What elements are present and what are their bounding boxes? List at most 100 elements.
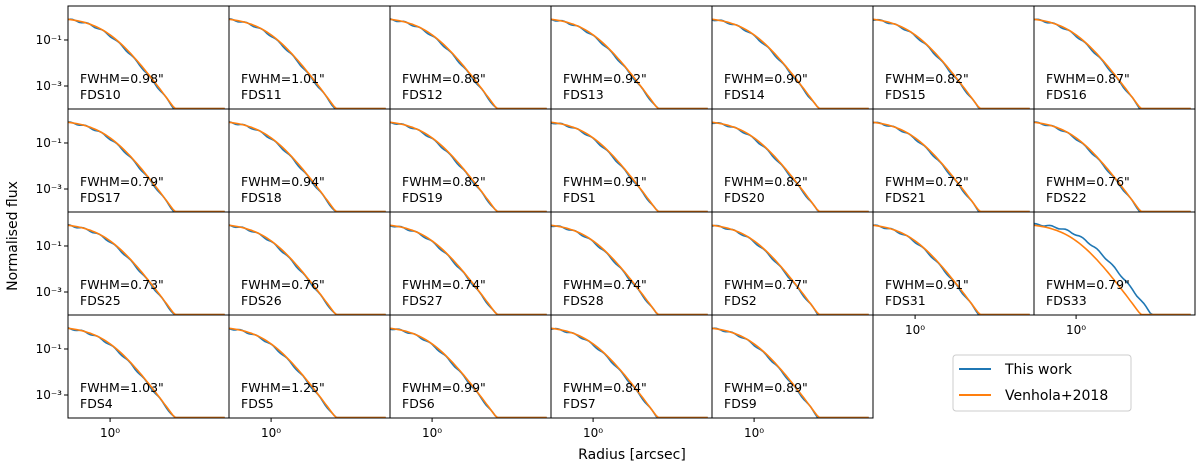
field-name-label: FDS5 (241, 396, 274, 411)
panel-fds22: FWHM=0.76"FDS22 (1033, 108, 1196, 213)
y-tick-label: 10⁻³ (36, 182, 63, 196)
fwhm-label: FWHM=0.87" (1046, 71, 1130, 86)
x-tick-label: 10⁰ (100, 426, 120, 440)
panel-fds17: 10⁻¹ 10⁻³ FWHM=0.79"FDS17 (36, 108, 230, 213)
field-name-label: FDS31 (885, 293, 926, 308)
panel-fds6: 10⁰ FWHM=0.99"FDS6 (389, 314, 552, 440)
fwhm-label: FWHM=0.98" (80, 71, 164, 86)
field-name-label: FDS18 (241, 190, 282, 205)
panel-fds13: FWHM=0.92"FDS13 (550, 5, 713, 110)
y-axis-label: Normalised flux (5, 181, 21, 291)
fwhm-label: FWHM=0.89" (724, 380, 808, 395)
field-name-label: FDS14 (724, 87, 765, 102)
x-tick-label: 10⁰ (905, 323, 925, 337)
x-tick-label: 10⁰ (744, 426, 764, 440)
fwhm-label: FWHM=0.79" (80, 174, 164, 189)
panel-fds11: FWHM=1.01"FDS11 (228, 5, 391, 110)
fwhm-label: FWHM=0.92" (563, 71, 647, 86)
x-tick-label: 10⁰ (583, 426, 603, 440)
field-name-label: FDS9 (724, 396, 757, 411)
panel-fds5: 10⁰ FWHM=1.25"FDS5 (228, 314, 391, 440)
field-name-label: FDS11 (241, 87, 282, 102)
panel-fds15: FWHM=0.82"FDS15 (872, 5, 1035, 110)
field-name-label: FDS19 (402, 190, 443, 205)
y-tick-label: 10⁻¹ (36, 136, 63, 150)
fwhm-label: FWHM=1.01" (241, 71, 325, 86)
fwhm-label: FWHM=0.94" (241, 174, 325, 189)
field-name-label: FDS28 (563, 293, 604, 308)
legend-label-this-work: This work (1004, 362, 1073, 378)
fwhm-label: FWHM=0.88" (402, 71, 486, 86)
fwhm-label: FWHM=0.74" (402, 277, 486, 292)
fwhm-label: FWHM=0.82" (724, 174, 808, 189)
x-tick-label: 10⁰ (422, 426, 442, 440)
panel-fds4: 10⁻¹ 10⁻³ 10⁰ FWHM=1.03"FDS4 (36, 314, 230, 440)
field-name-label: FDS27 (402, 293, 443, 308)
panel-fds1: FWHM=0.91"FDS1 (550, 108, 713, 213)
fwhm-label: FWHM=1.03" (80, 380, 164, 395)
panel-fds9: 10⁰ FWHM=0.89"FDS9 (711, 314, 874, 440)
y-tick-label: 10⁻¹ (36, 239, 63, 253)
legend-label-venhola: Venhola+2018 (1005, 388, 1108, 404)
panel-fds27: FWHM=0.74"FDS27 (389, 211, 552, 316)
field-name-label: FDS4 (80, 396, 113, 411)
field-name-label: FDS7 (563, 396, 596, 411)
field-name-label: FDS33 (1046, 293, 1087, 308)
fwhm-label: FWHM=0.76" (241, 277, 325, 292)
panel-fds33: 10⁰ FWHM=0.79"FDS33 (1033, 211, 1196, 337)
y-tick-label: 10⁻³ (36, 79, 63, 93)
y-tick-label: 10⁻³ (36, 388, 63, 402)
panel-fds25: 10⁻¹ 10⁻³ FWHM=0.73"FDS25 (36, 211, 230, 316)
y-tick-label: 10⁻¹ (36, 342, 63, 356)
panel-frame (1033, 211, 1196, 316)
legend-frame (952, 354, 1132, 412)
fwhm-label: FWHM=0.91" (563, 174, 647, 189)
field-name-label: FDS1 (563, 190, 596, 205)
field-name-label: FDS17 (80, 190, 121, 205)
fwhm-label: FWHM=0.74" (563, 277, 647, 292)
field-name-label: FDS15 (885, 87, 926, 102)
panel-fds20: FWHM=0.82"FDS20 (711, 108, 874, 213)
panel-fds18: FWHM=0.94"FDS18 (228, 108, 391, 213)
fwhm-label: FWHM=0.76" (1046, 174, 1130, 189)
field-name-label: FDS25 (80, 293, 121, 308)
fwhm-label: FWHM=0.73" (80, 277, 164, 292)
panel-fds2: FWHM=0.77"FDS2 (711, 211, 874, 316)
panel-fds31: 10⁰ FWHM=0.91"FDS31 (872, 211, 1035, 337)
y-tick-label: 10⁻³ (36, 285, 63, 299)
field-name-label: FDS16 (1046, 87, 1087, 102)
fwhm-label: FWHM=0.79" (1046, 277, 1130, 292)
panel-fds10: 10⁻¹ 10⁻³ FWHM=0.98"FDS10 (36, 5, 230, 110)
field-name-label: FDS12 (402, 87, 443, 102)
fwhm-label: FWHM=0.90" (724, 71, 808, 86)
panel-fds28: FWHM=0.74"FDS28 (550, 211, 713, 316)
panel-fds7: 10⁰ FWHM=0.84"FDS7 (550, 314, 713, 440)
x-tick-label: 10⁰ (261, 426, 281, 440)
fwhm-label: FWHM=0.91" (885, 277, 969, 292)
panel-frame (711, 314, 874, 419)
field-name-label: FDS10 (80, 87, 121, 102)
field-name-label: FDS2 (724, 293, 757, 308)
field-name-label: FDS21 (885, 190, 926, 205)
field-name-label: FDS26 (241, 293, 282, 308)
panel-fds26: FWHM=0.76"FDS26 (228, 211, 391, 316)
panel-fds19: FWHM=0.82"FDS19 (389, 108, 552, 213)
fwhm-label: FWHM=0.82" (885, 71, 969, 86)
fwhm-label: FWHM=0.72" (885, 174, 969, 189)
field-name-label: FDS22 (1046, 190, 1087, 205)
fwhm-label: FWHM=0.99" (402, 380, 486, 395)
panel-fds14: FWHM=0.90"FDS14 (711, 5, 874, 110)
y-tick-label: 10⁻¹ (36, 33, 63, 47)
panel-fds12: FWHM=0.88"FDS12 (389, 5, 552, 110)
field-name-label: FDS6 (402, 396, 435, 411)
fwhm-label: FWHM=0.82" (402, 174, 486, 189)
panel-grid: 10⁻¹10⁻³ FWHM=0.98"FDS10FWHM=1.01"FDS11FW… (36, 5, 1196, 440)
x-axis-label: Radius [arcsec] (578, 447, 686, 463)
field-name-label: FDS13 (563, 87, 604, 102)
fwhm-label: FWHM=0.84" (563, 380, 647, 395)
field-name-label: FDS20 (724, 190, 765, 205)
x-tick-label: 10⁰ (1066, 323, 1086, 337)
fwhm-label: FWHM=0.77" (724, 277, 808, 292)
legend: This work Venhola+2018 (952, 354, 1132, 412)
